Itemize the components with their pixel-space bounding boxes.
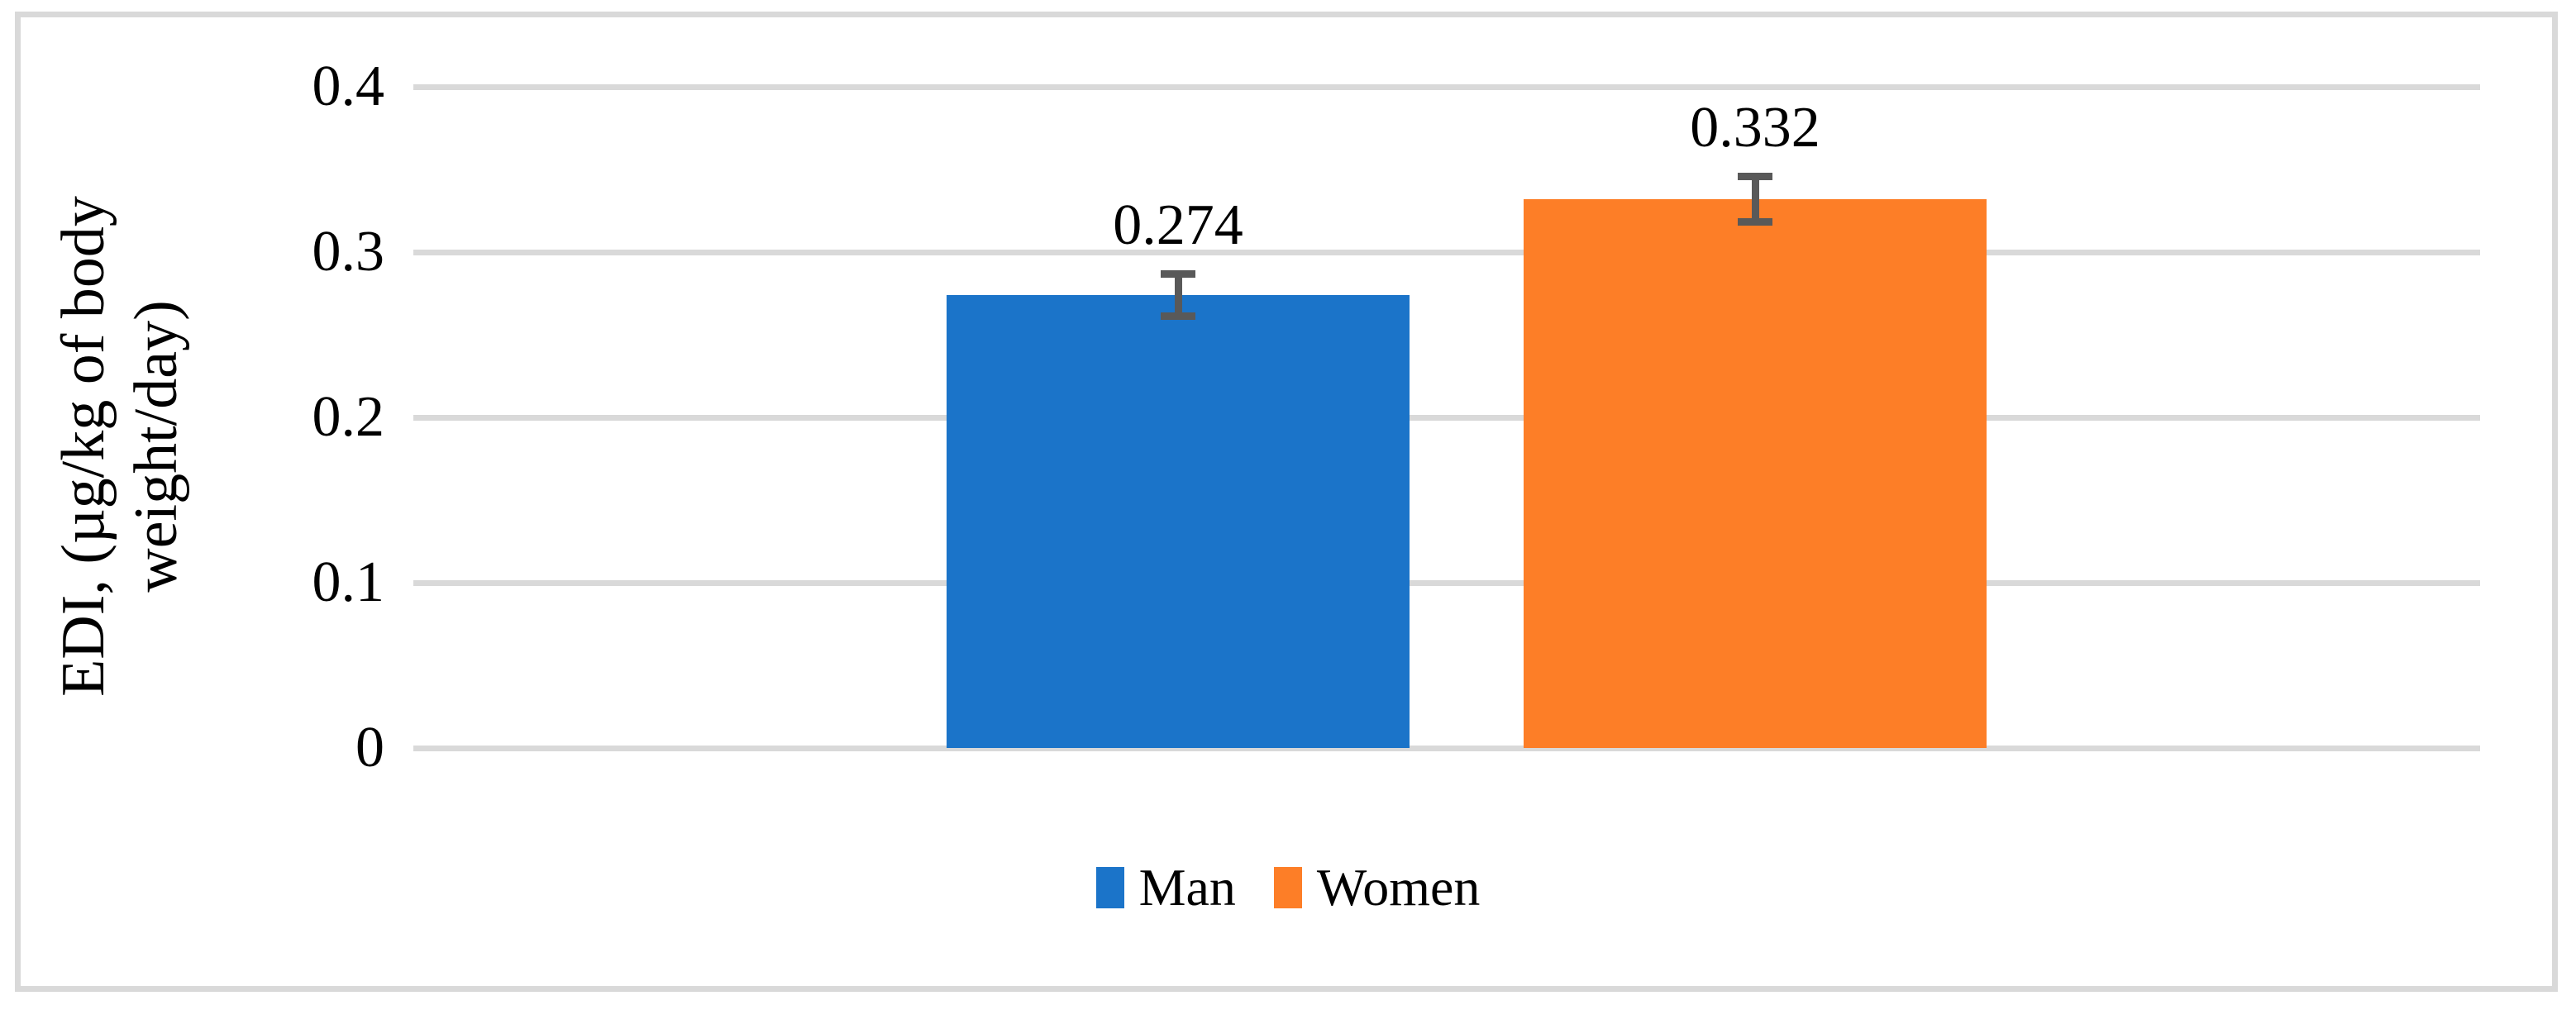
legend-label-man: Man <box>1138 858 1236 917</box>
data-label-women: 0.332 <box>1690 96 1820 160</box>
legend-item-women: Women <box>1273 858 1481 917</box>
data-label-man: 0.274 <box>1113 193 1243 257</box>
error-bar-cap-top-women <box>1738 173 1772 180</box>
error-bar-cap-bottom-women <box>1738 218 1772 226</box>
legend-swatch-women <box>1273 867 1302 908</box>
gridline <box>413 249 2480 255</box>
y-tick-label: 0.2 <box>312 385 385 449</box>
gridline <box>413 745 2480 751</box>
bar-man <box>947 295 1410 748</box>
y-axis-title-line1: EDI, (µg/kg of body <box>50 196 117 697</box>
error-bar-cap-bottom-man <box>1161 312 1195 320</box>
legend-item-man: Man <box>1095 858 1236 917</box>
gridline <box>413 83 2480 90</box>
error-bar-women <box>1751 173 1759 226</box>
y-tick-label: 0 <box>355 716 384 779</box>
legend-swatch-man <box>1095 867 1124 908</box>
legend: Man Women <box>0 850 2576 926</box>
error-bar-cap-top-man <box>1161 270 1195 278</box>
legend-label-women: Women <box>1316 858 1481 917</box>
y-tick-label: 0.4 <box>312 55 385 118</box>
gridline <box>413 579 2480 586</box>
y-tick-label: 0.3 <box>312 220 385 283</box>
y-tick-label: 0.1 <box>312 550 385 614</box>
error-bar-man <box>1174 270 1182 320</box>
bar-women <box>1524 199 1987 748</box>
gridline <box>413 414 2480 421</box>
